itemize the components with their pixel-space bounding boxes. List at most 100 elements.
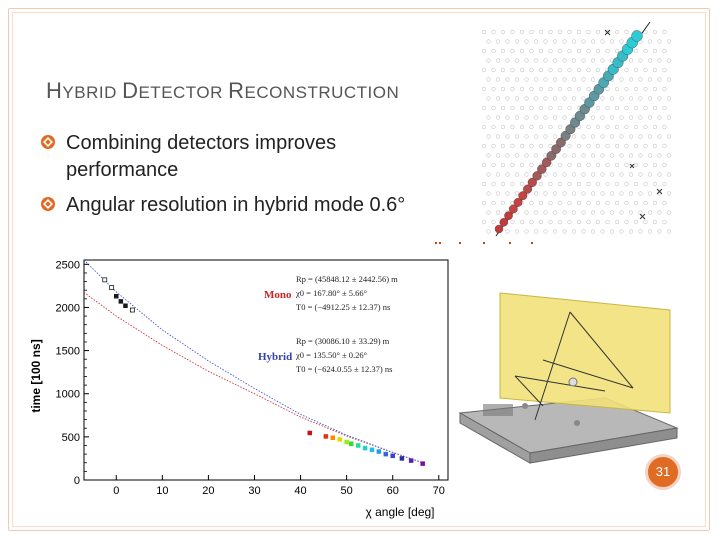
detector-station xyxy=(514,153,520,158)
data-point xyxy=(323,434,329,439)
title-part: ETECTOR xyxy=(138,83,229,102)
detector-station xyxy=(614,48,620,54)
x-tick-label: 60 xyxy=(387,485,399,497)
detector-station xyxy=(657,134,662,139)
detector-station xyxy=(486,172,491,177)
detector-station xyxy=(609,115,615,120)
detector-station xyxy=(619,39,624,44)
detector-station xyxy=(524,210,529,215)
y-tick-label: 500 xyxy=(62,432,80,444)
detector-station xyxy=(666,96,672,101)
detector-station xyxy=(657,39,662,44)
detector-station xyxy=(638,191,643,196)
title-part: YBRID xyxy=(62,83,123,102)
detector-station xyxy=(605,124,610,130)
detector-station xyxy=(609,172,615,177)
x-tick-label: 50 xyxy=(341,485,353,497)
legend-hybrid: Hybrid Rp = (30086.10 ± 33.29) m χ0 = 13… xyxy=(258,336,392,374)
detector-station xyxy=(605,29,610,35)
y-tick-label: 2000 xyxy=(56,302,80,314)
detector-station xyxy=(533,39,539,44)
detector-station xyxy=(600,39,605,44)
detector-station xyxy=(562,229,567,234)
detector-station xyxy=(491,29,496,35)
detector-station xyxy=(624,181,629,187)
detector-station xyxy=(666,191,672,196)
detector-station xyxy=(647,115,653,120)
detector-station xyxy=(586,124,591,130)
bullet-item: Combining detectors improves performance xyxy=(40,130,450,184)
detector-station xyxy=(548,143,553,149)
data-point xyxy=(109,285,115,291)
detector-station xyxy=(519,181,525,187)
detector-station xyxy=(614,124,620,130)
detector-station xyxy=(529,162,534,168)
detector-station xyxy=(628,58,634,63)
detector-station xyxy=(581,153,586,158)
detector-station xyxy=(586,67,591,73)
detector-station xyxy=(505,58,510,63)
detector-station xyxy=(557,48,563,54)
detector-station xyxy=(562,191,567,196)
detector-station xyxy=(538,181,544,187)
detector-station xyxy=(481,124,487,130)
detector-station xyxy=(505,39,510,44)
detector-station xyxy=(619,77,624,82)
data-point xyxy=(376,449,382,454)
detector-station xyxy=(524,77,529,82)
y-axis-label: time [100 ns] xyxy=(29,339,43,412)
detector-station xyxy=(557,29,563,35)
detector-station xyxy=(595,48,601,54)
detector-station xyxy=(586,219,591,225)
y-tick-label: 1500 xyxy=(56,346,80,358)
detector-station xyxy=(666,153,672,158)
bullet-text: Angular resolution in hybrid mode 0.6° xyxy=(66,194,406,216)
detector-station xyxy=(605,86,610,92)
detector-station xyxy=(548,29,553,35)
detector-hit xyxy=(504,211,513,221)
detector-station xyxy=(600,96,605,101)
detector-station xyxy=(505,115,510,120)
detector-station xyxy=(576,48,582,54)
detector-station xyxy=(557,124,563,130)
detector-station xyxy=(571,96,577,101)
detector-station xyxy=(491,181,496,187)
detector-station xyxy=(643,200,648,206)
detector-station xyxy=(643,162,648,168)
detector-station xyxy=(486,96,491,101)
detector-station xyxy=(662,124,667,130)
detector-station xyxy=(514,134,520,139)
detector-station xyxy=(662,105,667,111)
detector-station xyxy=(543,115,548,120)
detector-station xyxy=(662,181,667,187)
data-point xyxy=(344,439,349,445)
detector-hit xyxy=(523,184,533,194)
detector-station xyxy=(590,58,596,63)
detector-hit-markers xyxy=(494,30,643,234)
detector-station xyxy=(481,48,487,54)
detector-station xyxy=(514,58,520,63)
page-number-badge: 31 xyxy=(645,454,681,490)
detector-station xyxy=(595,219,601,225)
detector-station xyxy=(624,162,629,168)
detector-station xyxy=(500,67,506,73)
detector-station xyxy=(619,115,624,120)
detector-station xyxy=(495,77,501,82)
detector-station xyxy=(609,210,615,215)
detector-station xyxy=(666,229,672,234)
detector-station xyxy=(571,172,577,177)
detector-station xyxy=(543,191,548,196)
detector-station xyxy=(605,219,610,225)
detector-station xyxy=(562,39,567,44)
detector-station xyxy=(647,96,653,101)
detector-station xyxy=(662,219,667,225)
detector-station xyxy=(486,153,491,158)
detector-station xyxy=(500,105,506,111)
detector-station xyxy=(538,67,544,73)
detector-station xyxy=(605,105,610,111)
detector-station xyxy=(609,153,615,158)
detector-station xyxy=(486,115,491,120)
time-vs-angle-chart: Mono Rp = (45848.12 ± 2442.56) m χ0 = 16… xyxy=(29,259,449,519)
detector-station xyxy=(510,48,515,54)
x-tick-label: 30 xyxy=(248,485,260,497)
